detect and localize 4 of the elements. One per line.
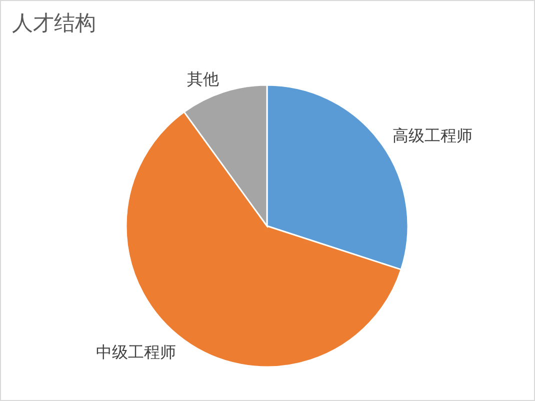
slice-label: 高级工程师 — [392, 126, 472, 145]
slice-label: 其他 — [187, 69, 220, 88]
slice-label: 中级工程师 — [96, 342, 176, 362]
chart-title: 人才结构 — [12, 11, 96, 35]
